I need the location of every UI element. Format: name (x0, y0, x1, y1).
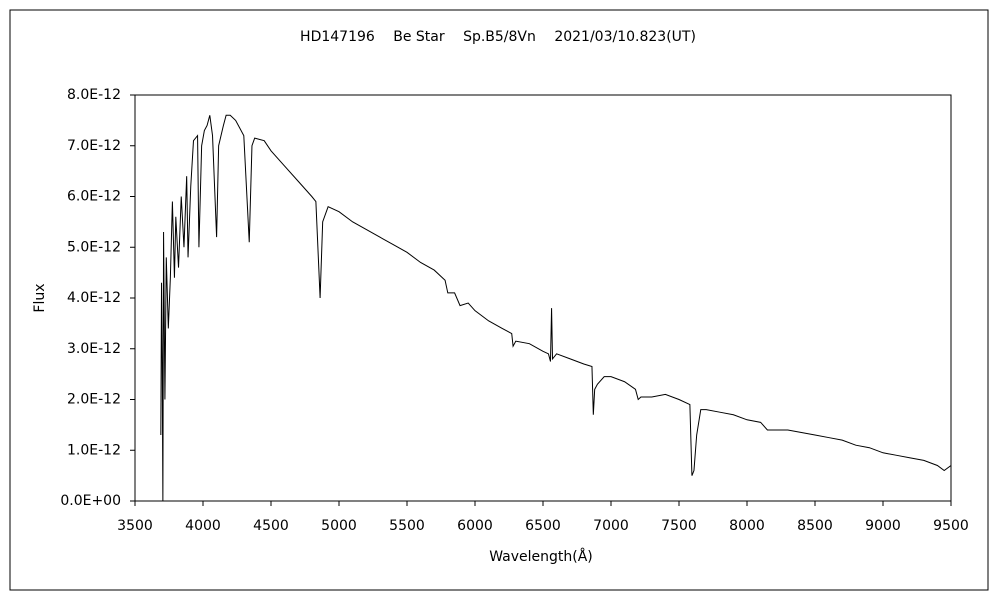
x-tick-label: 6500 (525, 518, 561, 534)
x-tick-label: 3500 (117, 518, 153, 534)
x-tick-label: 4000 (185, 518, 221, 534)
x-tick-label: 7000 (593, 518, 629, 534)
x-axis-label: Wavelength(Å) (489, 548, 593, 565)
chart-title: HD147196 Be Star Sp.B5/8Vn 2021/03/10.82… (300, 29, 696, 45)
x-tick-label: 5000 (321, 518, 357, 534)
y-tick-label: 1.0E-12 (67, 442, 121, 458)
y-tick-label: 2.0E-12 (67, 392, 121, 408)
x-tick-label: 5500 (389, 518, 425, 534)
y-axis-label: Flux (32, 283, 48, 312)
y-tick-label: 7.0E-12 (67, 138, 121, 154)
x-tick-label: 8000 (729, 518, 765, 534)
x-tick-label: 9500 (933, 518, 969, 534)
x-tick-label: 9000 (865, 518, 901, 534)
y-tick-label: 6.0E-12 (67, 189, 121, 205)
spectrum-line (160, 114, 952, 502)
y-tick-label: 4.0E-12 (67, 290, 121, 306)
y-tick-label: 8.0E-12 (67, 87, 121, 103)
y-tick-label: 5.0E-12 (67, 239, 121, 255)
x-tick-label: 8500 (797, 518, 833, 534)
frame (9, 9, 989, 591)
y-tick-label: 0.0E+00 (60, 493, 121, 509)
x-tick-label: 4500 (253, 518, 289, 534)
x-tick-label: 6000 (457, 518, 493, 534)
x-tick-label: 7500 (661, 518, 697, 534)
y-tick-label: 3.0E-12 (67, 341, 121, 357)
